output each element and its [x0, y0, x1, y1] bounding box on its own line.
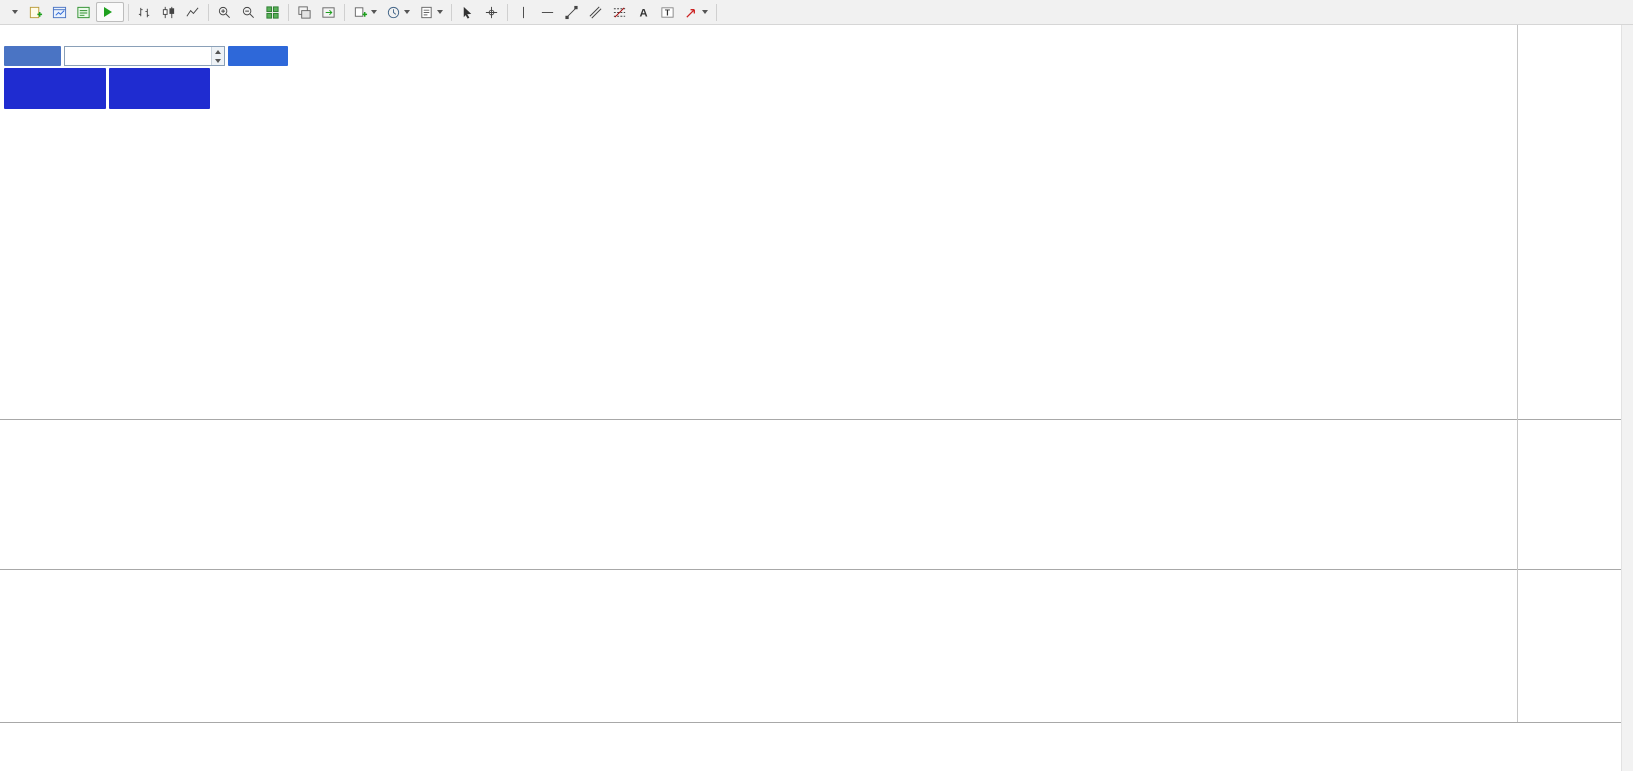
- toolbar-separator: [128, 3, 129, 21]
- fibonacci-icon: [612, 5, 627, 20]
- candlestick-chart-icon: [161, 5, 176, 20]
- text-button[interactable]: A: [632, 2, 655, 22]
- play-icon: [104, 7, 112, 17]
- tile-windows-icon: [265, 5, 280, 20]
- new-chart-button[interactable]: [349, 2, 381, 22]
- text-icon: A: [636, 5, 651, 20]
- fibonacci-button[interactable]: [608, 2, 631, 22]
- chevron-down-icon: [371, 10, 377, 14]
- toolbar-separator: [208, 3, 209, 21]
- cursor-icon: [460, 5, 475, 20]
- vertical-line-button[interactable]: [512, 2, 535, 22]
- template-icon: [419, 5, 434, 20]
- rsi-indicator-title: [6, 573, 18, 584]
- toolbar-separator: [451, 3, 452, 21]
- chart-window-button[interactable]: [48, 2, 71, 22]
- sell-price-panel[interactable]: [4, 68, 106, 109]
- main-macd-divider[interactable]: [0, 419, 1633, 420]
- line-chart-button[interactable]: [181, 2, 204, 22]
- text-label-icon: T: [660, 5, 675, 20]
- channel-button[interactable]: [584, 2, 607, 22]
- new-order-button[interactable]: [24, 2, 47, 22]
- vertical-scrollbar[interactable]: [1621, 25, 1633, 771]
- arrow-object-icon: [684, 5, 699, 20]
- templates-button[interactable]: [415, 2, 447, 22]
- one-click-trading-panel: [4, 46, 288, 109]
- zoom-out-button[interactable]: [237, 2, 260, 22]
- crosshair-icon: [484, 5, 499, 20]
- market-watch-button[interactable]: [72, 2, 95, 22]
- toolbar-separator: [344, 3, 345, 21]
- rsi-timeaxis-divider[interactable]: [0, 722, 1633, 723]
- clock-icon: [386, 5, 401, 20]
- macd-rsi-divider[interactable]: [0, 569, 1633, 570]
- cursor-button[interactable]: [456, 2, 479, 22]
- volume-field-wrapper: [64, 46, 225, 66]
- main-toolbar: A T: [0, 0, 1633, 25]
- volume-input[interactable]: [65, 47, 211, 65]
- macd-indicator-title: [6, 423, 24, 434]
- zoom-in-button[interactable]: [213, 2, 236, 22]
- chart-symbol-title: [7, 31, 42, 43]
- triangle-up-icon: [215, 49, 221, 54]
- line-chart-icon: [185, 5, 200, 20]
- sell-button[interactable]: [4, 46, 61, 66]
- vertical-line-icon: [516, 5, 531, 20]
- autotrading-button[interactable]: [96, 2, 124, 22]
- arrange-windows-icon: [297, 5, 312, 20]
- horizontal-line-button[interactable]: [536, 2, 559, 22]
- arrows-button[interactable]: [680, 2, 712, 22]
- svg-text:T: T: [665, 7, 671, 17]
- channel-icon: [588, 5, 603, 20]
- arrange-windows-button[interactable]: [293, 2, 316, 22]
- order-menu-button[interactable]: [3, 2, 23, 22]
- period-selector-button[interactable]: [382, 2, 414, 22]
- bar-chart-icon: [137, 5, 152, 20]
- new-order-icon: [28, 5, 43, 20]
- volume-increase-button[interactable]: [212, 47, 224, 56]
- volume-stepper: [211, 47, 224, 65]
- trendline-button[interactable]: [560, 2, 583, 22]
- horizontal-line-icon: [540, 5, 555, 20]
- candlestick-chart-button[interactable]: [157, 2, 180, 22]
- toolbar-separator: [716, 3, 717, 21]
- text-label-button[interactable]: T: [656, 2, 679, 22]
- buy-button[interactable]: [228, 46, 288, 66]
- chart-area[interactable]: [0, 25, 1633, 771]
- market-watch-icon: [76, 5, 91, 20]
- crosshair-button[interactable]: [480, 2, 503, 22]
- bar-chart-button[interactable]: [133, 2, 156, 22]
- chevron-down-icon: [437, 10, 443, 14]
- zoom-out-icon: [241, 5, 256, 20]
- chevron-down-icon: [11, 10, 18, 14]
- volume-decrease-button[interactable]: [212, 56, 224, 65]
- trendline-icon: [564, 5, 579, 20]
- chevron-down-icon: [702, 10, 708, 14]
- svg-text:A: A: [639, 7, 647, 19]
- chart-window-icon: [52, 5, 67, 20]
- zoom-in-icon: [217, 5, 232, 20]
- toolbar-separator: [288, 3, 289, 21]
- chevron-down-icon: [404, 10, 410, 14]
- price-axis-border: [1517, 25, 1518, 722]
- triangle-down-icon: [215, 58, 221, 63]
- chart-shift-icon: [321, 5, 336, 20]
- tile-windows-button[interactable]: [261, 2, 284, 22]
- new-chart-icon: [353, 5, 368, 20]
- buy-price-panel[interactable]: [108, 68, 210, 109]
- toolbar-separator: [507, 3, 508, 21]
- chart-shift-button[interactable]: [317, 2, 340, 22]
